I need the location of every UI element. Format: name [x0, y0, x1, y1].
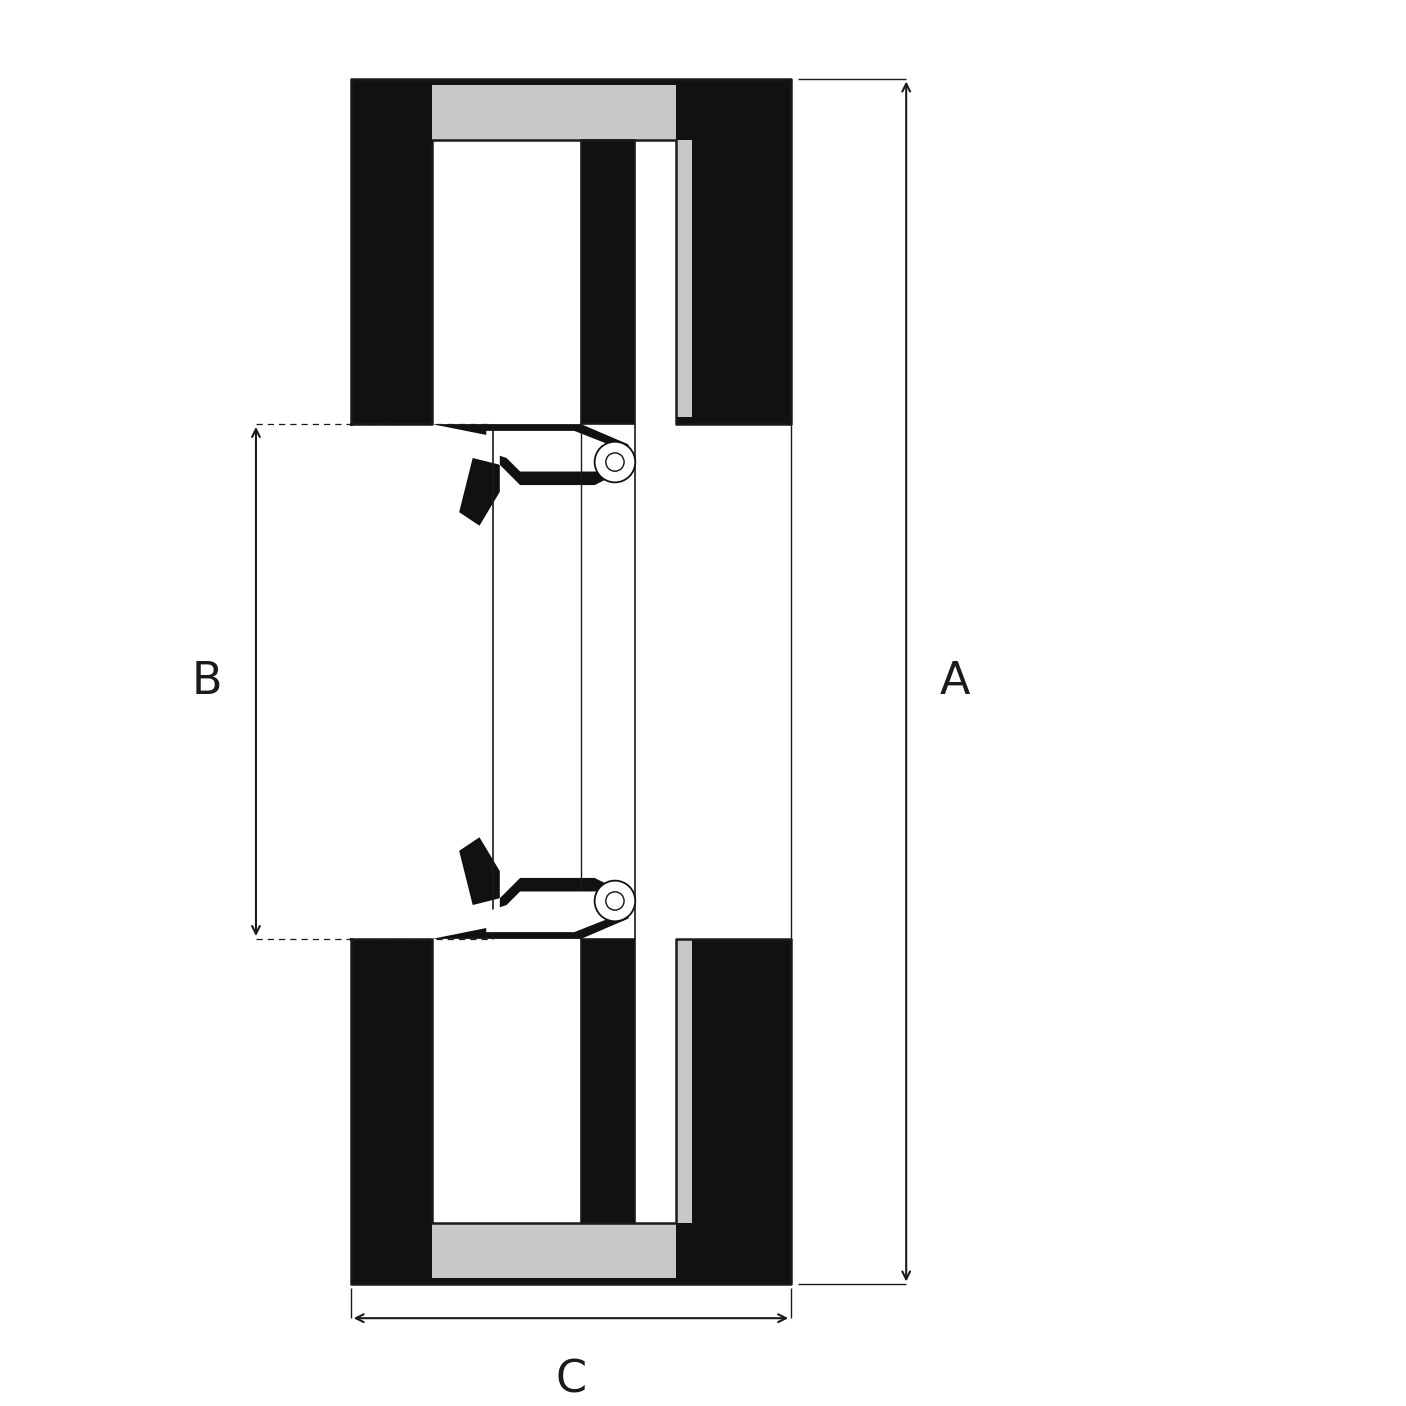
Circle shape — [595, 880, 636, 921]
Polygon shape — [443, 430, 619, 471]
Circle shape — [606, 891, 624, 910]
Polygon shape — [350, 939, 432, 1223]
Polygon shape — [350, 139, 432, 425]
Polygon shape — [676, 139, 692, 418]
Polygon shape — [581, 939, 636, 1223]
Polygon shape — [446, 146, 576, 418]
Polygon shape — [676, 139, 792, 425]
Polygon shape — [432, 425, 628, 526]
Circle shape — [606, 453, 624, 471]
Polygon shape — [581, 139, 636, 425]
Polygon shape — [432, 838, 628, 939]
Circle shape — [595, 441, 636, 482]
Polygon shape — [350, 79, 792, 139]
Text: A: A — [941, 659, 970, 703]
Polygon shape — [446, 946, 576, 1216]
Polygon shape — [676, 939, 792, 1223]
Polygon shape — [432, 1223, 676, 1278]
Polygon shape — [676, 939, 692, 1223]
Polygon shape — [350, 1223, 792, 1284]
Polygon shape — [432, 86, 676, 139]
Text: C: C — [555, 1358, 586, 1402]
Text: B: B — [191, 659, 222, 703]
Polygon shape — [443, 891, 619, 932]
